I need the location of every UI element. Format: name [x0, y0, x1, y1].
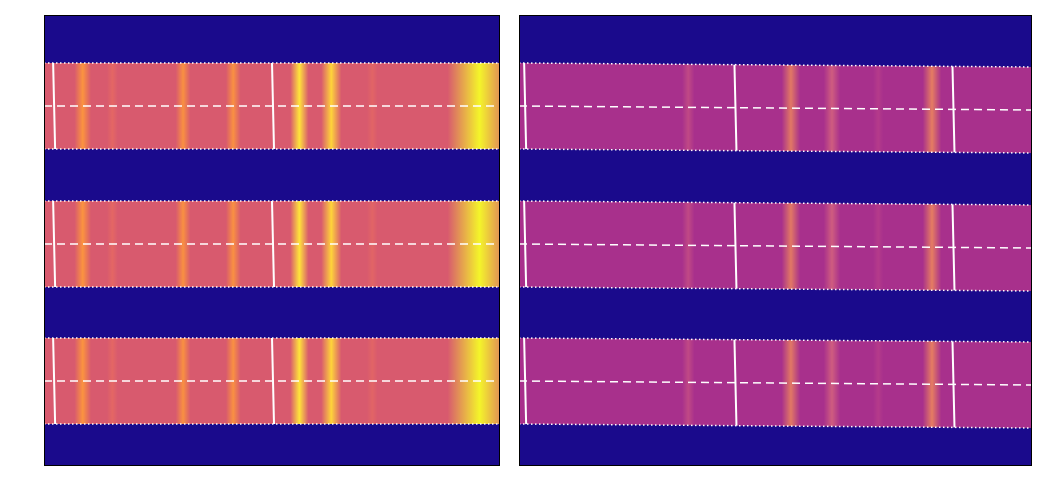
panel-frame	[44, 15, 500, 466]
emission-band	[922, 63, 942, 153]
emission-band	[872, 201, 884, 291]
slit-boundary-line	[733, 64, 738, 151]
slit-boundary-line	[951, 204, 956, 291]
slit-boundary-line	[52, 62, 57, 150]
emission-band	[290, 338, 309, 424]
slit-boundary-line	[523, 63, 528, 150]
strip-fill	[519, 201, 1032, 291]
strip-edge-bottom	[519, 286, 1032, 292]
emission-band	[74, 201, 91, 287]
emission-band	[781, 201, 801, 291]
emission-band	[922, 338, 942, 428]
spectrum-panel-left	[44, 15, 500, 466]
emission-band	[74, 63, 91, 149]
slit-boundary-line	[271, 62, 275, 150]
slit-boundary-line	[951, 66, 956, 153]
slit-boundary-line	[733, 339, 738, 426]
spectrum-image-left	[44, 15, 500, 466]
slit-boundary-line	[271, 200, 275, 288]
strip-fill	[519, 63, 1032, 153]
emission-band	[781, 338, 801, 428]
emission-band	[175, 338, 191, 424]
strip-fill	[519, 338, 1032, 428]
emission-band	[872, 338, 884, 428]
slit-boundary-line	[523, 201, 528, 288]
strip-edge-bottom	[519, 148, 1032, 154]
spectral-strip	[519, 63, 1032, 153]
panel-frame	[519, 15, 1032, 466]
spectrum-panel-right	[519, 15, 1032, 466]
slit-boundary-line	[523, 338, 528, 425]
slit-boundary-line	[271, 337, 275, 425]
slit-boundary-line	[951, 341, 956, 428]
strip-edge-bottom	[519, 423, 1032, 429]
slit-boundary-line	[52, 200, 57, 288]
emission-band	[781, 63, 801, 153]
trace-centre-line	[519, 243, 1032, 249]
emission-band	[290, 201, 309, 287]
strip-edge-top	[519, 62, 1032, 68]
slit-boundary-line	[733, 202, 738, 289]
trace-centre-line	[519, 105, 1032, 111]
emission-band	[175, 201, 191, 287]
strip-edge-top	[519, 337, 1032, 343]
slit-boundary-line	[52, 337, 57, 425]
emission-band	[922, 201, 942, 291]
trace-centre-line	[519, 380, 1032, 386]
emission-band	[872, 63, 884, 153]
strip-edge-top	[519, 200, 1032, 206]
emission-band	[74, 338, 91, 424]
spectral-strip	[519, 338, 1032, 428]
spectrum-image-right	[519, 15, 1032, 466]
emission-band	[290, 63, 309, 149]
emission-band	[175, 63, 191, 149]
